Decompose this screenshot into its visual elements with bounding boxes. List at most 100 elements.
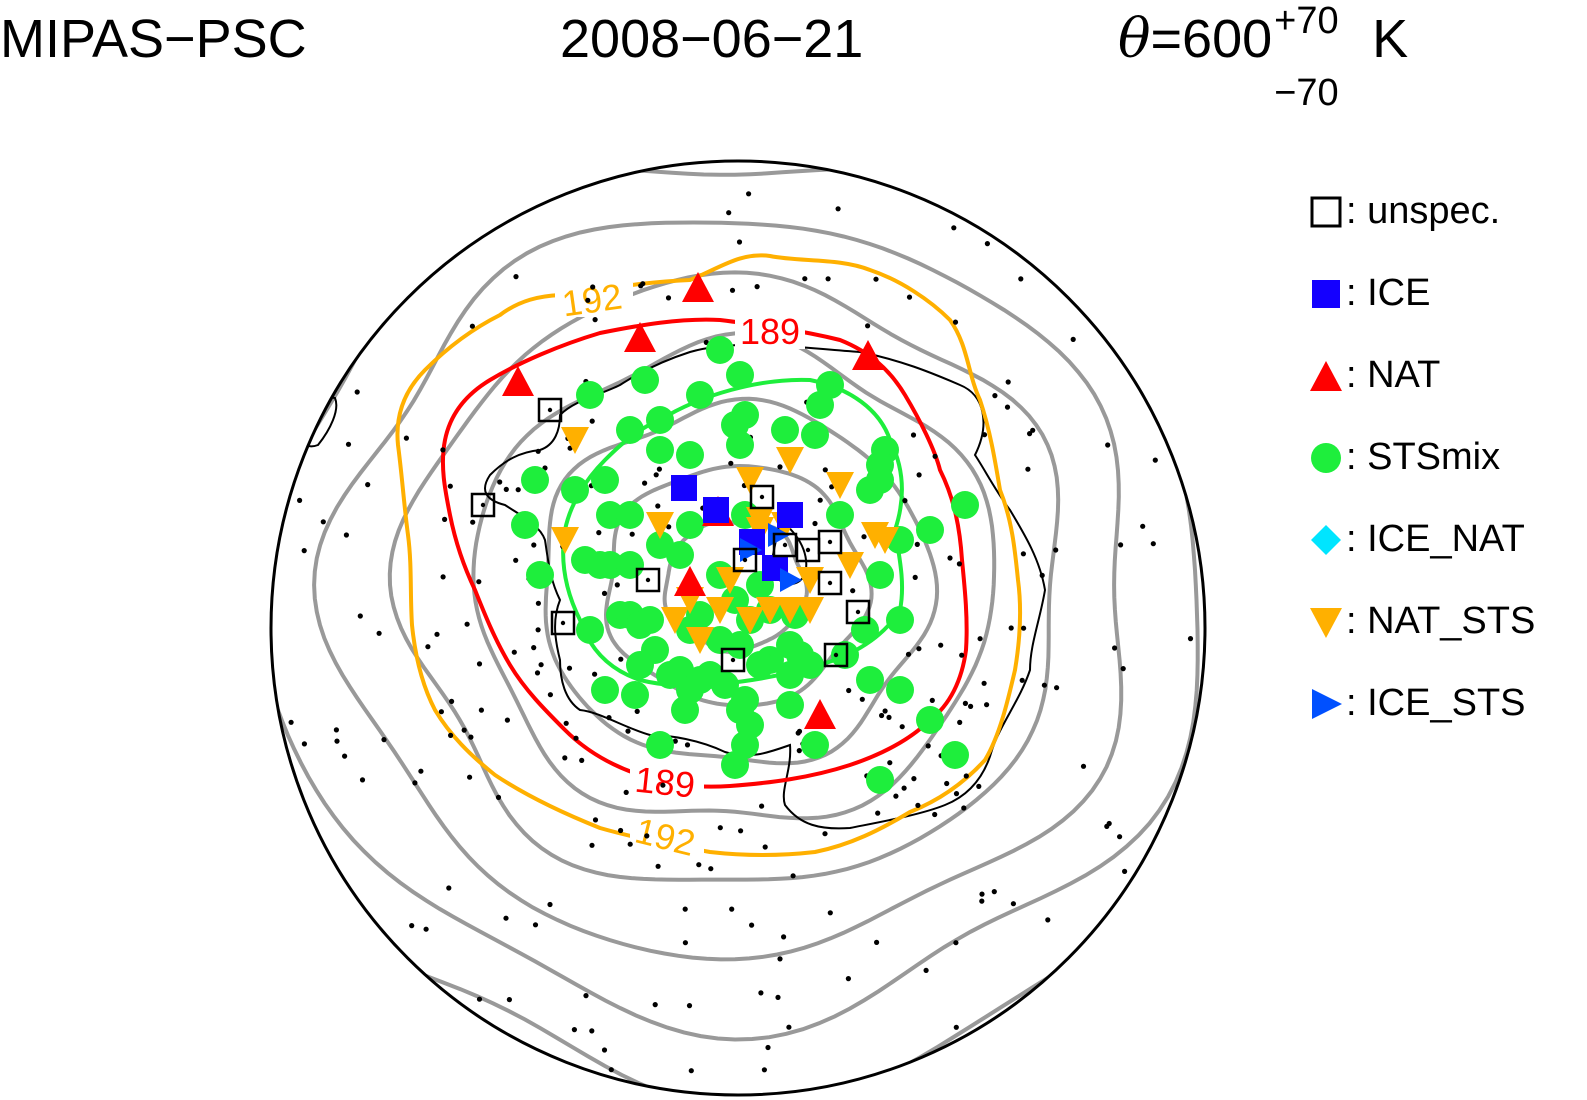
unspec-marker <box>732 547 758 573</box>
stsmix-marker <box>636 606 664 634</box>
footprint-dot <box>728 460 734 466</box>
footprint-dot <box>618 656 624 662</box>
footprint-dot <box>717 825 723 831</box>
footprint-dot <box>573 735 579 741</box>
footprint-dot <box>497 479 503 485</box>
footprint-dot <box>850 588 856 594</box>
contour-192-label-top: 192 <box>559 275 624 324</box>
footprint-dot <box>906 294 913 300</box>
nat-sts-marker <box>706 597 734 624</box>
legend-item-nat: : NAT <box>1308 354 1535 436</box>
unspec-marker-dot <box>480 502 486 508</box>
footprint-dot <box>535 600 542 606</box>
theta-level-title: θ=600 +70 −70 K <box>1118 2 1408 112</box>
contour-192 <box>395 253 1023 857</box>
footprint-dot <box>288 719 294 725</box>
footprint-dot <box>343 532 349 538</box>
footprint-dot <box>532 922 539 928</box>
footprint-dot <box>914 541 920 548</box>
footprint-dot <box>513 274 519 280</box>
footprint-dot <box>893 793 899 799</box>
footprint-dot <box>686 1003 693 1009</box>
stsmix-marker <box>746 651 774 679</box>
stsmix-marker <box>671 696 699 724</box>
legend-label-nat-sts: : NAT_STS <box>1346 600 1536 642</box>
footprint-dot <box>563 720 569 726</box>
unspec-marker-dot <box>827 539 833 545</box>
nat-marker <box>852 340 884 370</box>
footprint-dot <box>589 1028 595 1034</box>
footprint-dot <box>531 542 537 548</box>
footprint-dot <box>566 665 573 671</box>
footprint-dot <box>376 630 382 636</box>
footprint-dot <box>571 1027 578 1033</box>
legend-item-ice-sts: : ICE_STS <box>1308 682 1535 764</box>
footprint-dot <box>761 1067 768 1073</box>
legend-item-ice: : ICE <box>1308 272 1535 354</box>
nat-sts-marker <box>551 527 579 554</box>
footprint-dot <box>736 239 743 245</box>
nat-sts-marker <box>756 597 784 624</box>
unspec-marker <box>635 567 661 593</box>
stsmix-marker <box>801 421 829 449</box>
unspec-marker <box>772 532 798 558</box>
footprint-dot <box>1120 666 1126 672</box>
footprint-dot <box>409 923 415 929</box>
unspec-marker-dot <box>730 657 736 663</box>
stsmix-marker <box>621 681 649 709</box>
unspec-marker-dot <box>855 609 861 615</box>
footprint-dot <box>874 939 880 946</box>
footprint-dot <box>589 418 595 424</box>
footprint-dot <box>1187 636 1194 642</box>
nat-sts-marker <box>661 607 689 634</box>
footprint-dot <box>504 717 510 723</box>
stsmix-marker <box>866 561 894 589</box>
footprint-dot <box>606 715 612 721</box>
footprint-dot <box>696 862 702 868</box>
footprint-dot <box>952 319 959 325</box>
stsmix-marker <box>616 551 644 579</box>
footprint-dot <box>440 574 446 580</box>
footprint-dot <box>440 447 446 453</box>
footprint-dot <box>464 621 470 627</box>
ice-marker <box>671 475 697 501</box>
footprint-dot <box>476 996 483 1002</box>
footprint-dot <box>1118 542 1124 548</box>
stsmix-marker <box>676 441 704 469</box>
footprint-dot <box>601 1047 608 1053</box>
stsmix-marker <box>916 706 944 734</box>
footprint-dot <box>1150 541 1156 547</box>
unspec-marker-dot <box>645 577 651 583</box>
stsmix-marker <box>686 381 714 409</box>
stsmix-marker <box>866 766 894 794</box>
footprint-dot <box>590 284 596 290</box>
footprint-dot <box>968 703 974 710</box>
footprint-dot <box>627 841 633 847</box>
footprint-dot <box>795 730 801 736</box>
stsmix-marker <box>916 516 944 544</box>
footprint-dot <box>796 748 802 754</box>
stsmix-marker <box>726 696 754 724</box>
footprint-dot <box>879 712 885 719</box>
footprint-dot <box>642 480 648 486</box>
stsmix-marker <box>591 466 619 494</box>
footprint-dot <box>625 728 631 734</box>
footprint-dot <box>1018 276 1024 282</box>
unspec-marker-dot <box>742 557 748 563</box>
footprint-dot <box>476 579 482 585</box>
footprint-dot <box>953 940 959 946</box>
footprint-dot <box>963 773 969 779</box>
footprint-dot <box>925 743 931 749</box>
footprint-dot <box>682 940 689 946</box>
footprint-dot <box>534 670 541 676</box>
stsmix-marker <box>856 666 884 694</box>
ice-sts-marker <box>780 568 802 592</box>
footprint-dot <box>812 520 818 527</box>
footprint-dot <box>961 805 967 811</box>
footprint-dot <box>873 276 879 282</box>
stsmix-marker <box>706 336 734 364</box>
footprint-dot <box>861 534 867 540</box>
unspec-marker-dot <box>827 580 833 586</box>
footprint-dot <box>746 191 752 197</box>
stsmix-marker <box>951 491 979 519</box>
